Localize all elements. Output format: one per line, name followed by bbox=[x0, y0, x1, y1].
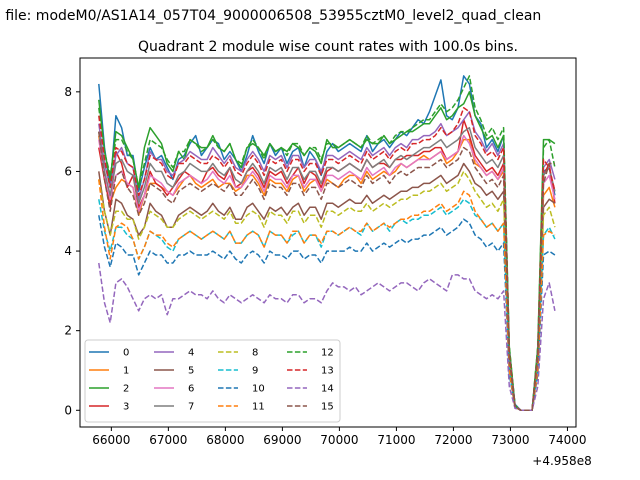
legend-box bbox=[84, 339, 341, 423]
axes-frame bbox=[79, 57, 577, 428]
legend-label-4: 4 bbox=[188, 348, 194, 359]
legend-label-10: 10 bbox=[252, 384, 265, 395]
series-line-15 bbox=[98, 131, 555, 412]
x-tick-label: 66000 bbox=[92, 433, 130, 447]
series-line-10 bbox=[98, 215, 556, 412]
chart-suptitle: n file: modeM0/AS1A14_057T04_9000006508_… bbox=[0, 8, 541, 24]
x-axis: 66000 67000 68000 69000 70000 71000 72000 73000… bbox=[92, 427, 587, 447]
legend-label-12: 12 bbox=[321, 348, 334, 359]
chart-title: Quadrant 2 module wise count rates with … bbox=[138, 39, 518, 55]
y-axis: 0 2 4 6 8 bbox=[64, 85, 80, 417]
series-line-6 bbox=[98, 134, 556, 412]
y-tick-label: 6 bbox=[64, 164, 72, 178]
y-tick-label: 2 bbox=[64, 324, 72, 338]
series-layer bbox=[98, 75, 556, 412]
y-tick-label: 8 bbox=[64, 85, 72, 99]
x-tick-label: 73000 bbox=[491, 433, 529, 447]
series-line-2 bbox=[98, 91, 556, 412]
legend-label-1: 1 bbox=[123, 366, 129, 377]
x-tick-label: 68000 bbox=[206, 433, 244, 447]
series-line-13 bbox=[98, 107, 556, 412]
legend-label-9: 9 bbox=[252, 366, 258, 377]
series-line-12 bbox=[98, 75, 556, 412]
series-line-8 bbox=[98, 170, 556, 412]
x-tick-label: 72000 bbox=[434, 433, 472, 447]
x-tick-label: 74000 bbox=[548, 433, 586, 447]
legend-label-14: 14 bbox=[321, 384, 334, 395]
x-tick-label: 69000 bbox=[263, 433, 301, 447]
x-tick-label: 71000 bbox=[377, 433, 415, 447]
legend-label-11: 11 bbox=[252, 402, 265, 413]
legend-label-13: 13 bbox=[321, 366, 334, 377]
x-offset-label: +4.958e8 bbox=[532, 454, 591, 468]
y-tick-label: 0 bbox=[64, 403, 72, 417]
legend-label-15: 15 bbox=[321, 402, 334, 413]
y-tick-label: 4 bbox=[64, 244, 72, 258]
legend-label-2: 2 bbox=[123, 384, 129, 395]
series-line-11 bbox=[98, 179, 556, 412]
series-line-7 bbox=[98, 126, 556, 412]
series-line-14 bbox=[98, 262, 556, 412]
legend-label-0: 0 bbox=[123, 348, 129, 359]
legend-label-6: 6 bbox=[188, 384, 194, 395]
x-tick-label: 70000 bbox=[320, 433, 358, 447]
legend-label-3: 3 bbox=[123, 402, 129, 413]
series-line-5 bbox=[98, 162, 556, 412]
series-line-4 bbox=[98, 110, 556, 412]
legend-label-7: 7 bbox=[188, 402, 194, 413]
x-tick-label: 67000 bbox=[149, 433, 187, 447]
legend-label-5: 5 bbox=[188, 366, 194, 377]
plot-area: 66000 67000 68000 69000 70000 71000 72000 73000… bbox=[64, 57, 592, 468]
legend-label-8: 8 bbox=[252, 348, 258, 359]
